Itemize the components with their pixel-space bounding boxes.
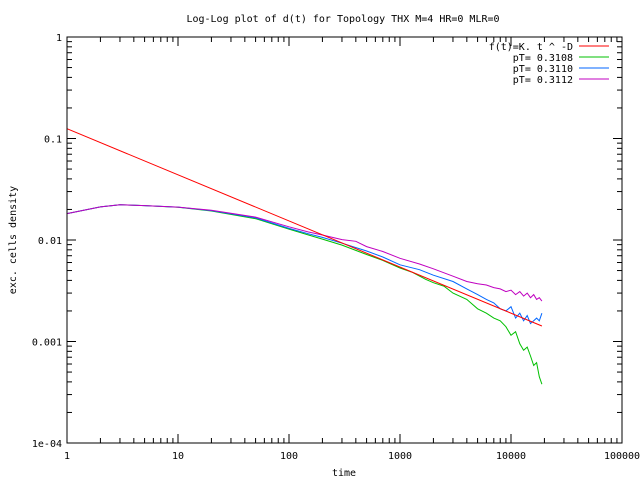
x-axis-label: time xyxy=(332,468,356,479)
series-line-1 xyxy=(66,204,543,385)
x-tick-label: 10000 xyxy=(496,451,526,462)
y-tick-label: 1e-04 xyxy=(32,439,62,450)
y-tick-label: 0.001 xyxy=(32,338,62,349)
chart-title: Log-Log plot of d(t) for Topology THX M=… xyxy=(186,14,499,25)
plot-frame xyxy=(66,36,623,444)
legend-label-0: f(t)=K. t ^ -D xyxy=(489,42,573,53)
x-tick-label: 10 xyxy=(172,451,184,462)
series-line-0 xyxy=(66,128,543,327)
series-layer xyxy=(66,128,543,385)
axis-ticks: 1 10 100 1000 10000 100000 1 0.1 0.01 0.001 1e-04 xyxy=(32,33,640,462)
x-tick-label: 100000 xyxy=(604,451,640,462)
x-tick-label: 1000 xyxy=(388,451,412,462)
y-axis-label: exc. cells density xyxy=(8,186,19,294)
legend-label-1: pT= 0.3108 xyxy=(513,53,573,64)
x-tick-label: 1 xyxy=(64,451,70,462)
legend-label-2: pT= 0.3110 xyxy=(513,64,573,75)
legend-label-3: pT= 0.3112 xyxy=(513,75,573,86)
y-tick-label: 0.1 xyxy=(44,135,62,146)
y-tick-label: 0.01 xyxy=(38,236,62,247)
x-tick-label: 100 xyxy=(280,451,298,462)
y-tick-label: 1 xyxy=(56,33,62,44)
series-line-3 xyxy=(66,204,543,302)
